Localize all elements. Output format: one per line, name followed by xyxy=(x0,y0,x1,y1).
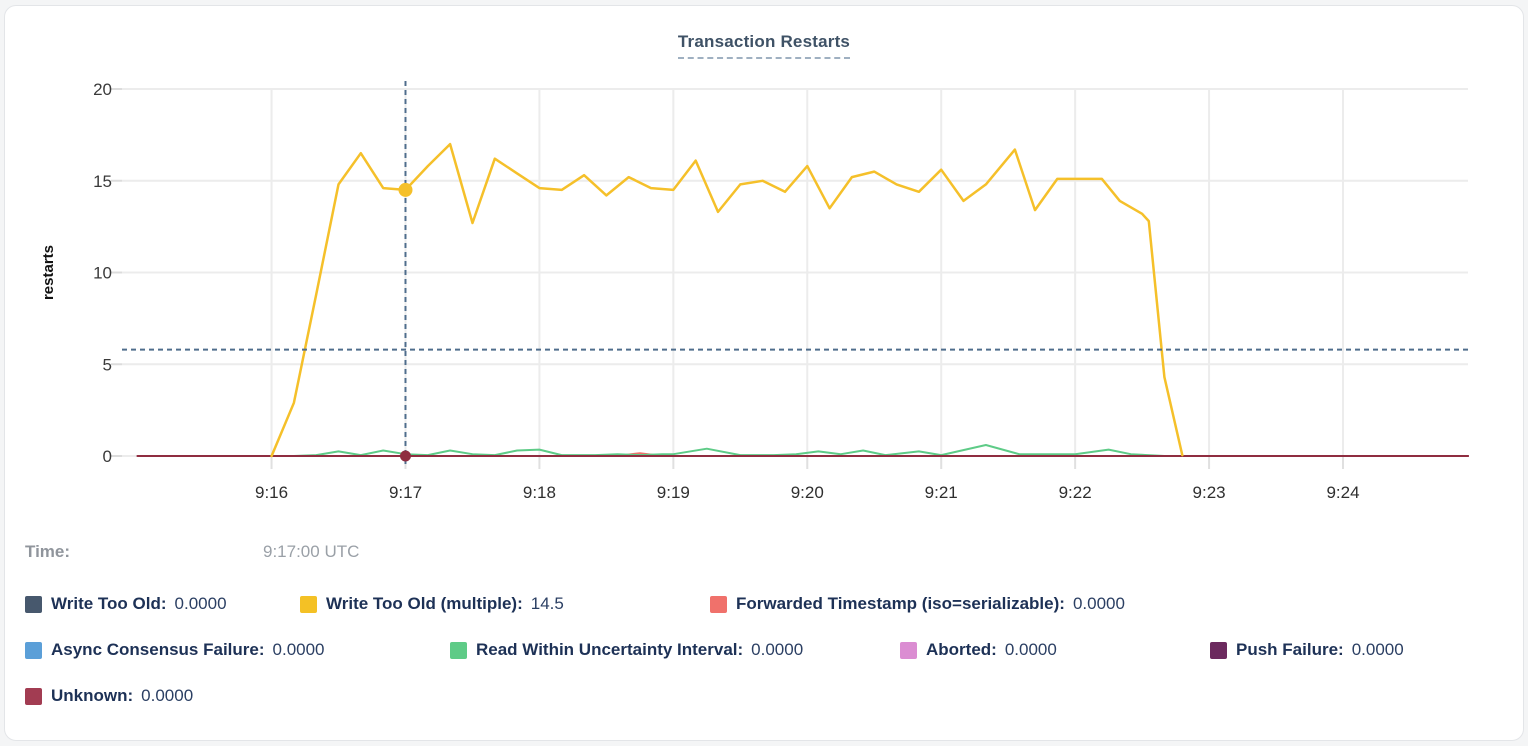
legend-value: 0.0000 xyxy=(1004,640,1057,659)
legend-item[interactable]: Unknown: 0.0000 xyxy=(25,686,193,706)
x-tick-label: 9:20 xyxy=(791,483,824,502)
legend-item[interactable]: Async Consensus Failure: 0.0000 xyxy=(25,640,450,660)
legend-value: 0.0000 xyxy=(272,640,325,659)
legend-label: Unknown: xyxy=(51,686,134,705)
hover-point-icon xyxy=(398,182,413,197)
hover-point-icon xyxy=(399,450,411,462)
legend-item[interactable]: Write Too Old: 0.0000 xyxy=(25,594,300,614)
x-tick-label: 9:19 xyxy=(657,483,690,502)
legend-swatch-icon xyxy=(300,595,317,613)
legend-swatch-icon xyxy=(1210,641,1227,659)
chart-title: Transaction Restarts xyxy=(5,32,1523,59)
legend-label: Write Too Old (multiple): xyxy=(326,594,523,613)
legend-swatch-icon xyxy=(25,595,42,613)
time-label: Time: xyxy=(25,542,71,561)
legend-item[interactable]: Push Failure: 0.0000 xyxy=(1210,640,1404,660)
x-tick-label: 9:21 xyxy=(925,483,958,502)
legend-swatch-icon xyxy=(25,641,42,659)
metric-chart-card: Transaction Restarts 0 5 10 15 20 9:16 9:17 9:1… xyxy=(4,5,1524,741)
x-tick-label: 9:22 xyxy=(1059,483,1092,502)
legend-value: 0.0000 xyxy=(751,640,804,659)
legend-swatch-icon xyxy=(25,687,42,705)
legend-item[interactable]: Write Too Old (multiple): 14.5 xyxy=(300,594,710,614)
x-tick-label: 9:24 xyxy=(1326,483,1359,502)
legend-row: Async Consensus Failure: 0.0000 Read Withi… xyxy=(25,637,1404,663)
legend-swatch-icon xyxy=(900,641,917,659)
chart-title-text[interactable]: Transaction Restarts xyxy=(677,32,851,59)
y-tick-label: 10 xyxy=(93,264,112,283)
legend-item[interactable]: Aborted: 0.0000 xyxy=(900,640,1210,660)
legend-value: 0.0000 xyxy=(1351,640,1404,659)
x-tick-label: 9:16 xyxy=(255,483,288,502)
x-tick-label: 9:17 xyxy=(389,483,422,502)
legend-label: Aborted: xyxy=(926,640,997,659)
time-value: 9:17:00 UTC xyxy=(263,542,360,561)
legend-row: Write Too Old: 0.0000 Write Too Old (multi… xyxy=(25,591,1125,617)
series-line-read-within-uncertainty-interval xyxy=(292,444,1166,457)
legend-label: Read Within Uncertainty Interval: xyxy=(476,640,744,659)
legend-row: Unknown: 0.0000 xyxy=(25,683,193,709)
y-tick-label: 15 xyxy=(93,172,112,191)
y-axis-title: restarts xyxy=(40,245,57,300)
legend-item[interactable]: Forwarded Timestamp (iso=serializable): 0… xyxy=(710,594,1125,614)
legend-value: 0.0000 xyxy=(141,686,194,705)
legend-label: Push Failure: xyxy=(1236,640,1344,659)
y-tick-label: 20 xyxy=(93,80,112,99)
x-tick-label: 9:18 xyxy=(523,483,556,502)
legend-label: Forwarded Timestamp (iso=serializable): xyxy=(736,594,1065,613)
legend-swatch-icon xyxy=(450,641,467,659)
legend-label: Async Consensus Failure: xyxy=(51,640,265,659)
y-tick-label: 5 xyxy=(103,355,112,374)
legend-label: Write Too Old: xyxy=(51,594,167,613)
x-tick-label: 9:23 xyxy=(1193,483,1226,502)
restarts-chart-svg[interactable]: 0 5 10 15 20 9:16 9:17 9:18 9:19 9:20 9:21 9:22 9:23… xyxy=(5,6,1523,518)
series-line-write-too-old-multiple- xyxy=(270,142,1184,458)
legend-value: 0.0000 xyxy=(1072,594,1125,613)
y-tick-label: 0 xyxy=(103,447,112,466)
legend-item[interactable]: Read Within Uncertainty Interval: 0.0000 xyxy=(450,640,900,660)
legend-value: 14.5 xyxy=(530,594,564,613)
hover-time-row: Time: 9:17:00 UTC xyxy=(5,542,1523,568)
legend-value: 0.0000 xyxy=(174,594,227,613)
legend-swatch-icon xyxy=(710,595,727,613)
